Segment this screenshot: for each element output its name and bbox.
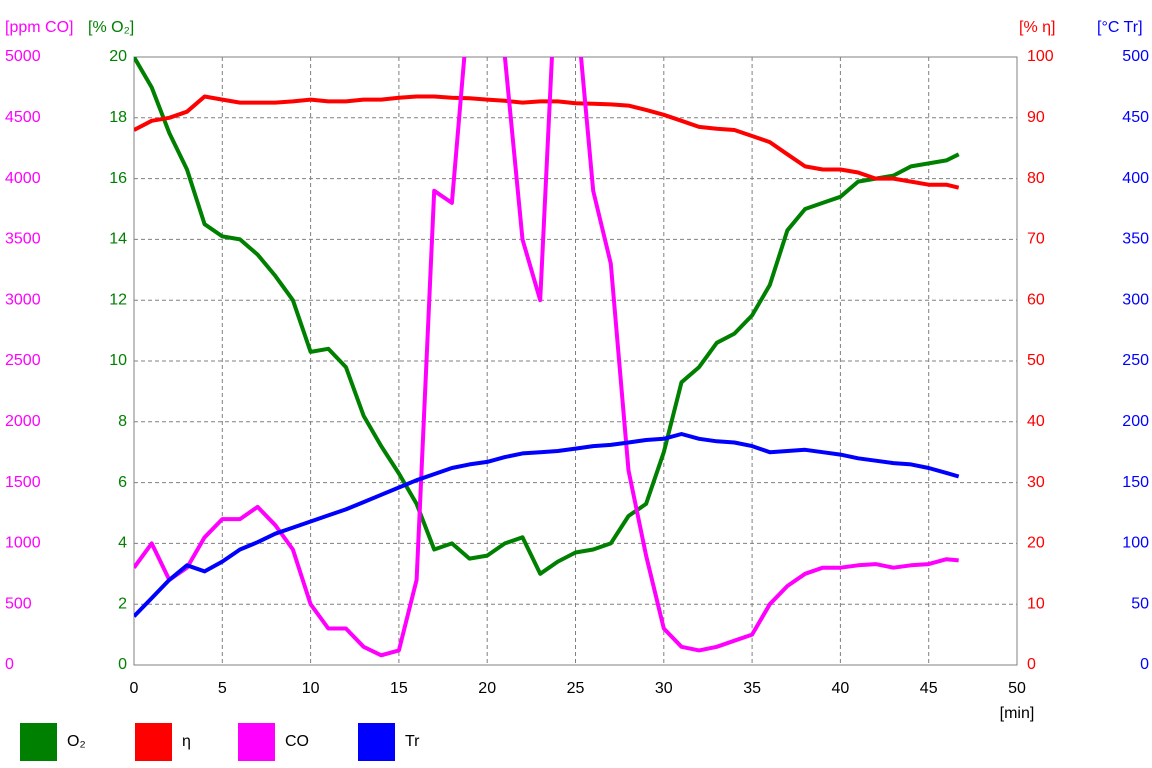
x-tick-label: 25 xyxy=(567,680,585,697)
y-tick-label: 2500 xyxy=(5,352,41,369)
x-tick-label: 5 xyxy=(218,680,227,697)
legend-swatch xyxy=(20,723,57,761)
y-tick-label: 0 xyxy=(5,656,14,673)
y-tick-label: 20 xyxy=(1027,535,1045,552)
x-tick-label: 10 xyxy=(302,680,320,697)
y-tick-label: 8 xyxy=(118,413,127,430)
y-tick-label: 70 xyxy=(1027,231,1045,248)
y-tick-label: 14 xyxy=(109,231,127,248)
legend-label: η xyxy=(182,733,191,750)
y-tick-label: 100 xyxy=(1122,535,1149,552)
y-tick-label: 4 xyxy=(118,535,127,552)
x-tick-label: 15 xyxy=(390,680,408,697)
y-tick-label: 0 xyxy=(118,656,127,673)
y-tick-label: 300 xyxy=(1122,291,1149,308)
x-tick-label: 35 xyxy=(743,680,761,697)
x-tick-label: 50 xyxy=(1008,680,1026,697)
y-tick-label: 3500 xyxy=(5,231,41,248)
y-tick-label: 200 xyxy=(1122,413,1149,430)
y-tick-label: 100 xyxy=(1027,48,1054,65)
axis-label: [°C Tr] xyxy=(1097,19,1143,36)
y-tick-label: 150 xyxy=(1122,474,1149,491)
legend-label: Tr xyxy=(405,733,420,750)
plot-area xyxy=(134,57,960,658)
axis-label: [% O₂] xyxy=(88,19,134,36)
y-tick-label: 400 xyxy=(1122,170,1149,187)
x-tick-label: 20 xyxy=(478,680,496,697)
legend-swatch xyxy=(238,723,275,761)
legend-swatch xyxy=(135,723,172,761)
y-tick-label: 18 xyxy=(109,109,127,126)
axis-label: [ppm CO] xyxy=(5,19,73,36)
y-tick-label: 2 xyxy=(118,595,127,612)
y-tick-label: 350 xyxy=(1122,231,1149,248)
x-tick-label: 40 xyxy=(832,680,850,697)
y-tick-label: 20 xyxy=(109,48,127,65)
y-tick-label: 10 xyxy=(1027,595,1045,612)
y-tick-label: 4500 xyxy=(5,109,41,126)
x-axis-label: [min] xyxy=(1000,705,1035,722)
data-line xyxy=(134,57,960,576)
data-line xyxy=(134,57,959,658)
y-tick-label: 50 xyxy=(1027,352,1045,369)
y-tick-label: 30 xyxy=(1027,474,1045,491)
y-tick-label: 0 xyxy=(1140,656,1149,673)
x-tick-label: 30 xyxy=(655,680,673,697)
legend-label: CO xyxy=(285,733,309,750)
legend-label: O₂ xyxy=(67,733,86,750)
x-tick-label: 45 xyxy=(920,680,938,697)
axis-label: [% η] xyxy=(1019,19,1055,36)
y-tick-label: 1500 xyxy=(5,474,41,491)
y-tick-label: 50 xyxy=(1131,595,1149,612)
y-tick-label: 80 xyxy=(1027,170,1045,187)
y-tick-label: 4000 xyxy=(5,170,41,187)
y-tick-label: 16 xyxy=(109,170,127,187)
y-tick-label: 10 xyxy=(109,352,127,369)
y-tick-label: 500 xyxy=(1122,48,1149,65)
y-tick-label: 1000 xyxy=(5,535,41,552)
y-tick-label: 40 xyxy=(1027,413,1045,430)
y-tick-label: 5000 xyxy=(5,48,41,65)
y-tick-label: 0 xyxy=(1027,656,1036,673)
y-tick-label: 250 xyxy=(1122,352,1149,369)
legend-swatch xyxy=(358,723,395,761)
y-tick-label: 3000 xyxy=(5,291,41,308)
y-tick-label: 450 xyxy=(1122,109,1149,126)
y-tick-label: 2000 xyxy=(5,413,41,430)
data-line xyxy=(134,432,960,618)
y-tick-label: 90 xyxy=(1027,109,1045,126)
y-tick-label: 60 xyxy=(1027,291,1045,308)
y-tick-label: 12 xyxy=(109,291,127,308)
y-tick-label: 500 xyxy=(5,595,32,612)
y-tick-label: 6 xyxy=(118,474,127,491)
x-tick-label: 0 xyxy=(130,680,139,697)
